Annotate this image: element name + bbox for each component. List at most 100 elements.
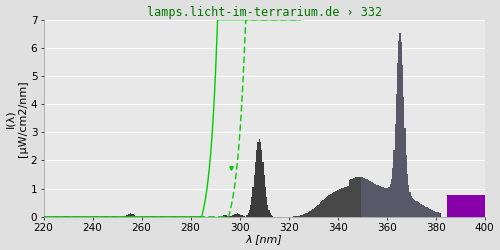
- Bar: [359, 177, 360, 217]
- Bar: [398, 40, 400, 217]
- Bar: [378, 186, 380, 217]
- Bar: [327, 196, 328, 217]
- Bar: [337, 190, 338, 217]
- Bar: [347, 186, 348, 217]
- Bar: [261, 150, 262, 217]
- Bar: [264, 175, 265, 217]
- Bar: [386, 188, 388, 217]
- Bar: [260, 142, 261, 217]
- Bar: [134, 215, 135, 217]
- Bar: [454, 195, 456, 217]
- Bar: [233, 215, 234, 217]
- Bar: [252, 187, 254, 217]
- Bar: [354, 178, 356, 217]
- Bar: [296, 216, 298, 217]
- Bar: [407, 174, 408, 217]
- Bar: [388, 187, 390, 217]
- Bar: [292, 216, 293, 217]
- Bar: [306, 213, 308, 217]
- Bar: [466, 195, 467, 217]
- Bar: [340, 188, 342, 217]
- Bar: [381, 187, 382, 217]
- Bar: [130, 214, 131, 217]
- Bar: [418, 202, 419, 217]
- Bar: [266, 198, 267, 217]
- Bar: [356, 177, 358, 217]
- Bar: [267, 205, 268, 217]
- Bar: [254, 175, 255, 217]
- Bar: [382, 187, 384, 217]
- Bar: [272, 216, 274, 217]
- Bar: [270, 214, 271, 217]
- Bar: [416, 202, 418, 217]
- Bar: [338, 190, 340, 217]
- Bar: [374, 184, 375, 217]
- Bar: [242, 216, 244, 217]
- Bar: [248, 213, 249, 217]
- Bar: [342, 188, 343, 217]
- Bar: [448, 195, 450, 217]
- Bar: [124, 216, 125, 217]
- Bar: [422, 204, 423, 217]
- Bar: [474, 195, 476, 217]
- Bar: [255, 162, 256, 217]
- Bar: [391, 178, 392, 217]
- Bar: [460, 195, 461, 217]
- Bar: [268, 210, 270, 217]
- Bar: [256, 150, 258, 217]
- Bar: [236, 214, 238, 217]
- Bar: [473, 195, 474, 217]
- Bar: [344, 187, 346, 217]
- Bar: [472, 195, 473, 217]
- Bar: [385, 188, 386, 217]
- Bar: [434, 211, 435, 217]
- Title: lamps.licht-im-terrarium.de › 332: lamps.licht-im-terrarium.de › 332: [146, 6, 382, 18]
- Bar: [331, 194, 332, 217]
- Bar: [224, 215, 226, 217]
- Bar: [365, 179, 366, 217]
- Bar: [332, 193, 334, 217]
- Bar: [478, 195, 479, 217]
- Bar: [432, 210, 434, 217]
- Bar: [479, 195, 480, 217]
- Bar: [368, 180, 369, 217]
- Bar: [364, 178, 365, 217]
- Bar: [328, 195, 330, 217]
- Bar: [326, 197, 327, 217]
- Bar: [464, 195, 466, 217]
- Bar: [424, 206, 425, 217]
- Bar: [483, 195, 484, 217]
- Bar: [330, 194, 331, 217]
- Bar: [362, 178, 364, 217]
- Bar: [125, 216, 126, 217]
- Bar: [425, 207, 426, 217]
- Bar: [298, 216, 299, 217]
- Bar: [384, 188, 385, 217]
- Bar: [223, 215, 224, 217]
- Bar: [226, 216, 228, 217]
- Bar: [318, 204, 320, 217]
- Bar: [412, 198, 413, 217]
- Bar: [246, 215, 248, 217]
- Bar: [440, 213, 441, 217]
- Bar: [310, 210, 312, 217]
- Bar: [305, 214, 306, 217]
- Bar: [348, 186, 350, 217]
- Bar: [420, 204, 422, 217]
- Bar: [476, 195, 478, 217]
- Bar: [220, 216, 222, 217]
- Bar: [376, 185, 378, 217]
- Bar: [320, 202, 321, 217]
- Bar: [258, 140, 260, 217]
- Bar: [239, 214, 240, 217]
- Bar: [372, 183, 374, 217]
- Bar: [396, 94, 397, 217]
- Bar: [300, 215, 302, 217]
- Bar: [468, 195, 469, 217]
- Bar: [370, 182, 372, 217]
- Bar: [410, 196, 412, 217]
- Bar: [136, 216, 138, 217]
- Bar: [128, 214, 129, 217]
- Bar: [463, 195, 464, 217]
- Bar: [226, 215, 227, 217]
